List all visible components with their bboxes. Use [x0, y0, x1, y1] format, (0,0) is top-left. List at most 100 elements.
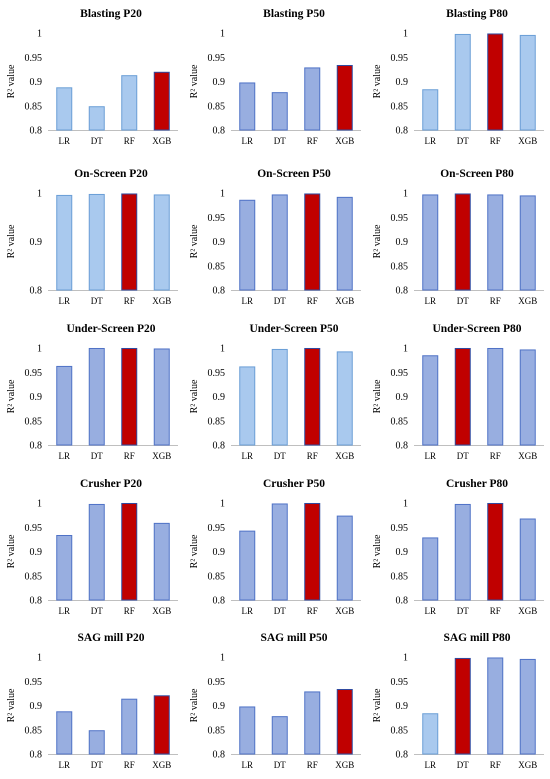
bar-xgb [336, 64, 353, 131]
chart-title: Under-Screen P50 [249, 323, 338, 335]
y-tick-label: 0.85 [25, 416, 43, 427]
x-tick-label: XGB [335, 606, 354, 616]
chart-title: SAG mill P80 [443, 632, 510, 644]
bar-xgb [153, 71, 170, 131]
y-axis-label: R² value [6, 379, 17, 413]
bar-rf [121, 75, 138, 131]
bar-dt [271, 92, 288, 131]
y-tick-label: 1 [220, 189, 225, 200]
x-tick-label: RF [124, 296, 135, 306]
y-axis-label: R² value [189, 64, 200, 98]
x-tick-label: DT [274, 606, 286, 616]
y-axis-label: R² value [6, 224, 17, 258]
y-tick-label: 0.9 [396, 701, 409, 712]
bar-rf [121, 698, 138, 755]
bar-xgb [336, 351, 353, 446]
bar-rf [487, 194, 504, 291]
y-tick-label: 0.8 [213, 126, 226, 137]
bar-lr [422, 194, 439, 291]
bar-dt [454, 657, 471, 755]
chart-title: On-Screen P80 [440, 168, 514, 180]
y-tick-label: 0.9 [396, 77, 409, 88]
chart-title: Crusher P20 [80, 478, 142, 490]
y-tick-label: 0.95 [208, 368, 226, 379]
chart-panel-on-screen-p20: On-Screen P20 R² value 0.8 0.9 1 LR DT RF XGB [0, 160, 183, 315]
y-tick-label: 0.9 [213, 237, 226, 248]
y-tick-label: 1 [37, 344, 42, 355]
y-tick-label: 0.8 [396, 750, 409, 761]
y-axis-label: R² value [372, 224, 383, 258]
x-tick-label: RF [490, 760, 501, 770]
x-tick-label: LR [58, 451, 70, 461]
x-tick-label: LR [424, 296, 436, 306]
bar-rf [121, 502, 138, 601]
bar-dt [271, 194, 288, 291]
bar-lr [56, 194, 73, 291]
y-tick-label: 1 [220, 499, 225, 510]
y-tick-label: 0.95 [391, 677, 409, 688]
bar-xgb [519, 518, 536, 601]
chart-panel-crusher-p50: Crusher P50 R² value 0.8 0.85 0.9 0.95 1 LR DT RF… [183, 470, 366, 625]
y-axis-label: R² value [6, 64, 17, 98]
bar-dt [454, 33, 471, 131]
chart-svg: Blasting P20 R² value 0.8 0.85 0.9 0.95 1 LR DT R… [6, 8, 178, 146]
y-tick-label: 0.95 [391, 213, 409, 224]
y-tick-label: 0.95 [25, 523, 43, 534]
x-tick-label: RF [307, 606, 318, 616]
chart-title: Crusher P80 [446, 478, 508, 490]
x-tick-label: RF [490, 296, 501, 306]
chart-panel-under-screen-p50: Under-Screen P50 R² value 0.8 0.85 0.9 0.95 1 L… [183, 315, 366, 470]
bar-dt [88, 503, 105, 601]
chart-title: Under-Screen P80 [432, 323, 521, 335]
chart-panel-blasting-p20: Blasting P20 R² value 0.8 0.85 0.9 0.95 1 LR DT R… [0, 0, 183, 155]
y-tick-label: 0.95 [391, 523, 409, 534]
y-tick-label: 0.8 [30, 596, 43, 607]
bar-lr [239, 199, 256, 291]
y-tick-label: 1 [37, 499, 42, 510]
y-tick-label: 0.95 [391, 368, 409, 379]
chart-panel-on-screen-p80: On-Screen P80 R² value 0.8 0.85 0.9 0.95 1 LR DT… [366, 160, 549, 315]
x-tick-label: LR [58, 136, 70, 146]
x-tick-label: RF [490, 451, 501, 461]
y-axis-label: R² value [6, 688, 17, 722]
y-tick-label: 0.8 [396, 596, 409, 607]
chart-svg: Under-Screen P80 R² value 0.8 0.85 0.9 0.95 1 L… [372, 323, 544, 461]
chart-title: Blasting P80 [446, 8, 508, 20]
bar-lr [422, 355, 439, 446]
bar-rf [304, 691, 321, 755]
x-tick-label: XGB [152, 451, 171, 461]
x-tick-label: LR [424, 136, 436, 146]
y-tick-label: 0.85 [25, 101, 43, 112]
chart-title: On-Screen P50 [257, 168, 331, 180]
x-tick-label: XGB [518, 136, 537, 146]
bar-xgb [153, 194, 170, 291]
y-tick-label: 0.8 [213, 441, 226, 452]
y-axis-label: R² value [189, 379, 200, 413]
bar-rf [304, 502, 321, 601]
x-tick-label: XGB [335, 760, 354, 770]
chart-svg: SAG mill P80 R² value 0.8 0.85 0.9 0.95 1 LR DT R… [372, 632, 544, 770]
y-tick-label: 0.8 [396, 286, 409, 297]
y-axis-label: R² value [372, 688, 383, 722]
bar-xgb [153, 522, 170, 601]
x-tick-label: DT [274, 136, 286, 146]
bar-lr [56, 87, 73, 131]
y-axis-label: R² value [372, 534, 383, 568]
x-tick-label: DT [457, 606, 469, 616]
bar-lr [239, 706, 256, 755]
y-tick-label: 0.85 [208, 571, 226, 582]
y-tick-label: 0.9 [30, 77, 43, 88]
y-tick-label: 0.85 [391, 571, 409, 582]
chart-panel-blasting-p50: Blasting P50 R² value 0.8 0.85 0.9 0.95 1 LR DT R… [183, 0, 366, 155]
x-tick-label: LR [241, 760, 253, 770]
bar-lr [56, 711, 73, 755]
y-tick-label: 0.8 [30, 286, 43, 297]
bar-rf [487, 502, 504, 601]
bar-dt [88, 347, 105, 446]
bar-dt [88, 193, 105, 291]
chart-panel-under-screen-p80: Under-Screen P80 R² value 0.8 0.85 0.9 0.95 1 L… [366, 315, 549, 470]
y-tick-label: 1 [403, 344, 408, 355]
x-tick-label: XGB [152, 136, 171, 146]
x-tick-label: LR [241, 606, 253, 616]
